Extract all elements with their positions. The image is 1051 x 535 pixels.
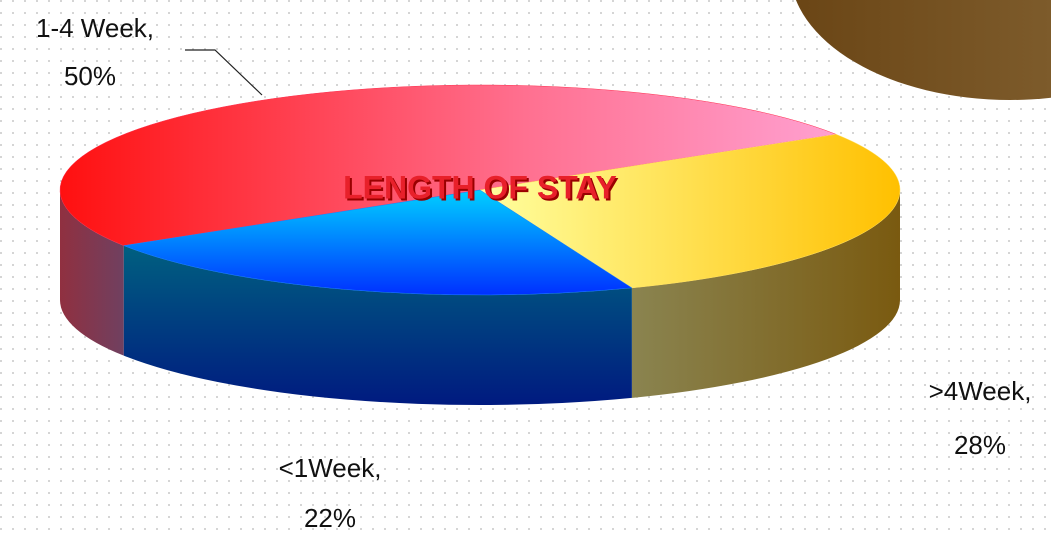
slice-side [631,190,900,398]
slice [122,189,633,296]
value-label: 22% [304,503,356,533]
value-label: 50% [64,61,116,91]
value-label: 28% [954,430,1006,460]
slice-side [60,190,124,356]
slice [479,134,901,289]
category-label: 1-4 Week, [36,13,154,43]
category-label: <1Week, [279,453,382,483]
category-label: >4Week, [929,376,1032,406]
leader-line [185,49,263,96]
slice [59,84,838,246]
decoration [795,0,1051,100]
slice-side [123,245,632,406]
chart-title: LENGTH OF STAY [343,169,617,205]
